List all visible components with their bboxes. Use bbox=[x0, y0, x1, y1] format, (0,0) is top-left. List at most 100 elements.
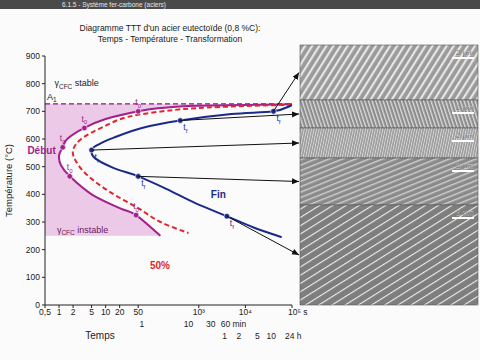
y-tick bbox=[42, 83, 45, 84]
y-tick-label: 700 bbox=[26, 106, 40, 116]
header-bar bbox=[0, 0, 480, 9]
text-part: f bbox=[279, 118, 281, 125]
curve-label: Fin bbox=[211, 189, 226, 200]
point bbox=[135, 109, 141, 115]
x-tick-label: 60 min bbox=[221, 319, 247, 329]
arrow bbox=[227, 216, 299, 255]
region bbox=[45, 104, 292, 236]
text-part: f bbox=[232, 223, 234, 230]
point bbox=[82, 125, 88, 131]
x-tick-label: 5 bbox=[89, 307, 94, 317]
y-tick-label: 800 bbox=[26, 79, 40, 89]
chart: 6.1.5 - Système fer-carbone (aciers) Diag… bbox=[0, 0, 480, 360]
x-tick-label: 10⁴ bbox=[239, 307, 252, 317]
curve bbox=[91, 105, 292, 237]
x-tick-label: 30 bbox=[206, 319, 216, 329]
x-tick-label: 1 bbox=[57, 307, 62, 317]
y-tick bbox=[42, 166, 45, 167]
text-part: CFC bbox=[61, 229, 75, 236]
x-tick-label: 50 bbox=[133, 307, 143, 317]
text-part: 1 bbox=[53, 96, 57, 103]
plot-area bbox=[45, 104, 292, 237]
curve bbox=[73, 105, 292, 233]
x-tick-label: 0,5 bbox=[39, 307, 51, 317]
y-tick-label: 300 bbox=[26, 217, 40, 227]
y-tick bbox=[42, 249, 45, 250]
micrograph bbox=[300, 45, 478, 100]
point bbox=[67, 174, 73, 180]
scale-label: 2 µm bbox=[456, 208, 474, 217]
text-part: 0 bbox=[62, 138, 66, 145]
curve-label: 50% bbox=[150, 260, 170, 271]
x-tick-label: 2 bbox=[236, 331, 241, 341]
scale-bar bbox=[452, 170, 474, 172]
text-part: f bbox=[186, 127, 188, 134]
arrow bbox=[180, 114, 299, 120]
point-label: tf bbox=[183, 122, 187, 134]
x-tick-label: 10 bbox=[184, 319, 194, 329]
y-tick-label: 600 bbox=[26, 134, 40, 144]
point-label: t0 bbox=[60, 133, 66, 145]
y-tick-label: 500 bbox=[26, 162, 40, 172]
point-label: tf bbox=[141, 178, 145, 190]
reference-label: A1 bbox=[47, 92, 57, 104]
point-label: t0 bbox=[81, 114, 87, 126]
scale-bar bbox=[452, 112, 474, 114]
scale-bar bbox=[452, 57, 474, 59]
x-axis bbox=[45, 305, 292, 306]
text-part: stable bbox=[72, 78, 99, 88]
scale-label: 2 µm bbox=[456, 131, 474, 140]
text-part: f bbox=[97, 157, 99, 164]
y-tick bbox=[42, 222, 45, 223]
scale-bar bbox=[452, 217, 474, 219]
y-axis-label: Température (°C) bbox=[3, 144, 14, 217]
micrograph bbox=[300, 205, 478, 305]
background bbox=[0, 0, 480, 360]
text-part: 0 bbox=[136, 206, 140, 213]
scale-bar bbox=[452, 140, 474, 142]
x-tick-label: 10 bbox=[101, 307, 111, 317]
curve bbox=[59, 104, 292, 236]
point-label: tf bbox=[95, 152, 99, 164]
text-part: 0 bbox=[138, 102, 142, 109]
scale-label: 2 µm bbox=[456, 161, 474, 170]
point-label: t0 bbox=[133, 201, 139, 213]
curve-label: Début bbox=[27, 145, 56, 156]
x-tick-label: 10³ bbox=[193, 307, 205, 317]
region-label: γCFC instable bbox=[57, 225, 108, 237]
arrow bbox=[138, 176, 299, 181]
point bbox=[60, 145, 66, 151]
subtitle: Temps - Température - Transformation bbox=[98, 34, 243, 44]
arrow bbox=[273, 73, 299, 112]
y-tick-label: 100 bbox=[26, 272, 40, 282]
y-tick bbox=[42, 194, 45, 195]
x-tick-label: 1 bbox=[140, 319, 145, 329]
x-tick-label: 10 bbox=[267, 331, 277, 341]
x-axis-label: Temps bbox=[85, 330, 114, 341]
text-part: 0 bbox=[84, 118, 88, 125]
x-tick-label: 2 bbox=[71, 307, 76, 317]
text-part: f bbox=[144, 183, 146, 190]
x-tick-label: 20 bbox=[115, 307, 125, 317]
title: Diagramme TTT d'un acier eutectoïde (0,8… bbox=[80, 23, 261, 33]
point-label: t0 bbox=[67, 162, 73, 174]
text-part: CFC bbox=[59, 83, 73, 90]
y-tick-label: 400 bbox=[26, 189, 40, 199]
micrograph bbox=[300, 100, 478, 128]
x-tick-label: 10⁵ s bbox=[288, 307, 308, 317]
header: 6.1.5 - Système fer-carbone (aciers) bbox=[62, 1, 166, 9]
text-part: 0 bbox=[69, 167, 73, 174]
micrograph bbox=[300, 158, 478, 205]
y-tick bbox=[42, 111, 45, 112]
x-tick-label: 24 h bbox=[285, 331, 302, 341]
y-tick bbox=[42, 56, 45, 57]
y-tick-label: 900 bbox=[26, 51, 40, 61]
scale-label: 2 µm bbox=[456, 103, 474, 112]
scale-label: 2 µm bbox=[456, 48, 474, 57]
point-label: t0 bbox=[135, 97, 141, 109]
text-part: instable bbox=[75, 225, 109, 235]
y-axis bbox=[45, 56, 46, 305]
annotation: γCFC stable bbox=[55, 78, 99, 90]
point bbox=[133, 212, 139, 218]
y-tick bbox=[42, 277, 45, 278]
